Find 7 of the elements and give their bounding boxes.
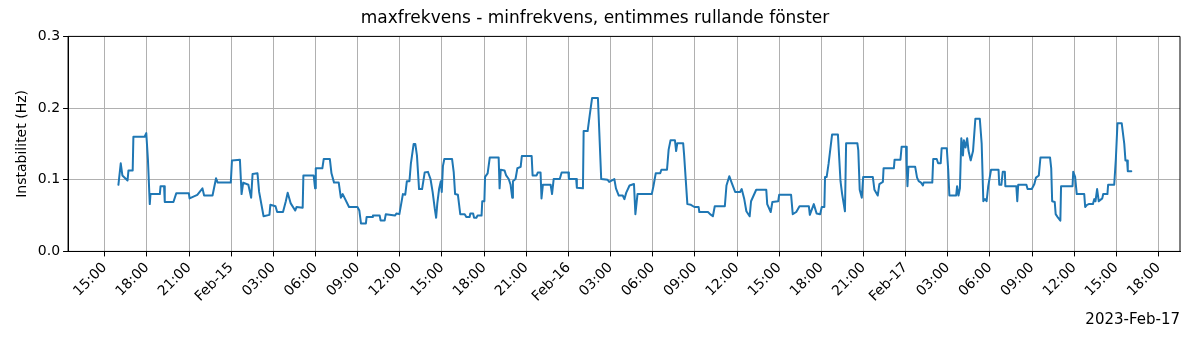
y-axis-title: Instabilitet (Hz) (13, 90, 30, 198)
y-tick-label: 0.1 (37, 170, 61, 187)
text: 2023-Feb-17 (1085, 310, 1180, 329)
chart-title: maxfrekvens - minfrekvens, entimmes rullande fönster (360, 6, 830, 27)
y-tick-label: 0.0 (37, 242, 61, 259)
y-tick-label: 0.3 (37, 27, 61, 44)
y-tick-label: 0.2 (37, 98, 61, 115)
